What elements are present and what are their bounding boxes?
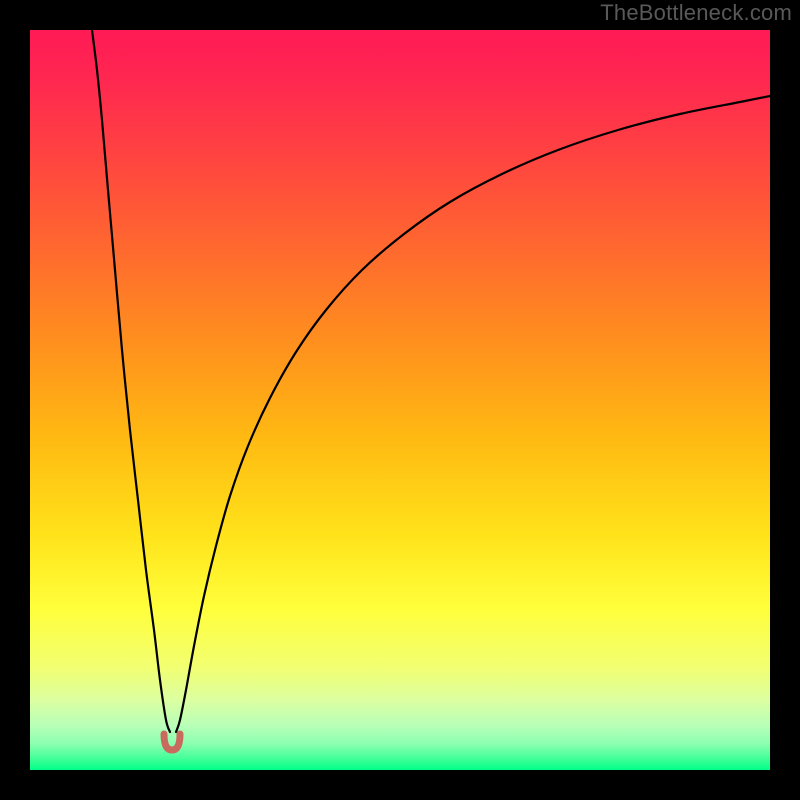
valley-marker xyxy=(164,734,180,750)
bottleneck-curve xyxy=(30,30,770,770)
chart-frame: TheBottleneck.com xyxy=(0,0,800,800)
curve-left-branch xyxy=(92,30,170,732)
curve-right-branch xyxy=(176,96,770,732)
watermark-text: TheBottleneck.com xyxy=(600,0,792,26)
plot-area xyxy=(30,30,770,770)
